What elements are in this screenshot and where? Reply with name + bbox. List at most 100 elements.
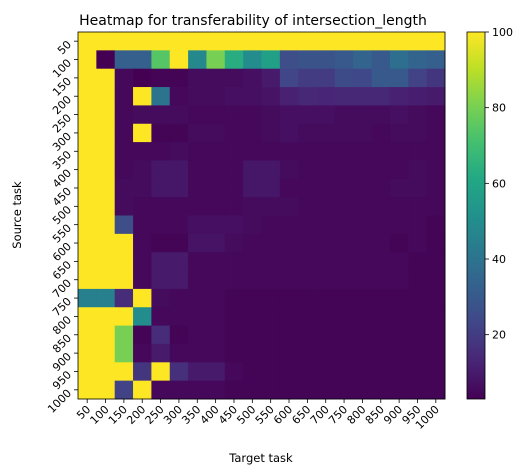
- heatmap-cell: [96, 123, 116, 143]
- heatmap-cell: [169, 270, 189, 290]
- heatmap-cell: [78, 87, 97, 106]
- heatmap-cell: [408, 160, 428, 180]
- heatmap-cell: [261, 270, 281, 290]
- heatmap-cell: [151, 160, 171, 180]
- heatmap-cell: [224, 362, 244, 382]
- heatmap-cell: [426, 32, 446, 51]
- heatmap-cell: [371, 307, 391, 326]
- heatmap-cell: [206, 380, 226, 400]
- heatmap-cell: [279, 380, 299, 400]
- heatmap-cell: [334, 123, 354, 143]
- heatmap-cell: [334, 362, 354, 382]
- heatmap-cell: [389, 197, 409, 216]
- heatmap-cell: [206, 142, 226, 161]
- heatmap-cell: [169, 123, 189, 143]
- heatmap-cell: [371, 87, 391, 106]
- heatmap-cell: [243, 288, 262, 308]
- heatmap-cell: [408, 68, 428, 88]
- heatmap-cell: [261, 343, 281, 363]
- heatmap-cell: [188, 87, 207, 106]
- heatmap-cell: [334, 50, 354, 70]
- heatmap-cell: [151, 197, 171, 216]
- heatmap-cell: [133, 252, 152, 271]
- heatmap-cell: [206, 178, 226, 198]
- heatmap-cell: [188, 307, 207, 326]
- heatmap-cell: [78, 288, 97, 308]
- heatmap-cell: [371, 215, 391, 235]
- heatmap-cell: [206, 288, 226, 308]
- heatmap-cell: [298, 87, 317, 106]
- heatmap-cell: [298, 325, 317, 345]
- heatmap-cell: [316, 160, 336, 180]
- heatmap-cell: [408, 105, 428, 125]
- heatmap-cell: [96, 362, 116, 382]
- heatmap-cell: [353, 215, 372, 235]
- heatmap-cell: [133, 343, 152, 363]
- heatmap-cell: [224, 233, 244, 253]
- heatmap-cell: [279, 197, 299, 216]
- heatmap-cell: [316, 215, 336, 235]
- heatmap-cell: [114, 178, 134, 198]
- heatmap-cell: [114, 252, 134, 271]
- x-axis-label: Target task: [228, 451, 293, 465]
- heatmap-cell: [316, 32, 336, 51]
- heatmap-cell: [224, 252, 244, 271]
- heatmap-cell: [316, 288, 336, 308]
- heatmap-cell: [426, 160, 446, 180]
- heatmap-cell: [298, 233, 317, 253]
- heatmap-cell: [224, 87, 244, 106]
- heatmap-cell: [426, 50, 446, 70]
- heatmap-cell: [206, 343, 226, 363]
- heatmap-cell: [353, 87, 372, 106]
- heatmap-cell: [224, 50, 244, 70]
- heatmap-cell: [334, 307, 354, 326]
- heatmap-cell: [96, 233, 116, 253]
- heatmap-cell: [371, 123, 391, 143]
- heatmap-cell: [169, 380, 189, 400]
- heatmap-cell: [279, 343, 299, 363]
- heatmap-cell: [298, 105, 317, 125]
- heatmap-cell: [316, 270, 336, 290]
- heatmap-cell: [279, 233, 299, 253]
- chart-title: Heatmap for transferability of intersect…: [79, 13, 427, 29]
- heatmap-cell: [353, 325, 372, 345]
- heatmap-cell: [316, 87, 336, 106]
- heatmap-cell: [206, 362, 226, 382]
- heatmap-cell: [243, 87, 262, 106]
- heatmap-cell: [133, 68, 152, 88]
- heatmap-cell: [371, 197, 391, 216]
- heatmap-cell: [96, 87, 116, 106]
- heatmap-cell: [426, 178, 446, 198]
- heatmap-cell: [426, 197, 446, 216]
- heatmap-cell: [78, 105, 97, 125]
- heatmap-cell: [96, 197, 116, 216]
- heatmap-cell: [408, 270, 428, 290]
- heatmap-cell: [353, 380, 372, 400]
- heatmap-cell: [408, 362, 428, 382]
- heatmap-cell: [408, 32, 428, 51]
- heatmap-cell: [188, 252, 207, 271]
- heatmap-cell: [316, 50, 336, 70]
- heatmap-cell: [298, 362, 317, 382]
- heatmap-cell: [151, 178, 171, 198]
- heatmap-cell: [334, 252, 354, 271]
- y-tick-label: 50: [55, 38, 74, 57]
- heatmap-cell: [78, 307, 97, 326]
- heatmap-cell: [78, 50, 97, 70]
- heatmap-cell: [243, 252, 262, 271]
- heatmap-cell: [389, 87, 409, 106]
- heatmap-cell: [206, 105, 226, 125]
- heatmap-cell: [206, 32, 226, 51]
- heatmap-cell: [114, 343, 134, 363]
- heatmap-cell: [133, 50, 152, 70]
- heatmap-cell: [188, 325, 207, 345]
- heatmap-cell: [408, 380, 428, 400]
- heatmap-cell: [261, 197, 281, 216]
- heatmap-cell: [133, 270, 152, 290]
- heatmap-cell: [206, 307, 226, 326]
- heatmap-cell: [96, 50, 116, 70]
- heatmap-cell: [279, 142, 299, 161]
- heatmap-cell: [243, 142, 262, 161]
- heatmap-cell: [188, 233, 207, 253]
- heatmap-cell: [353, 343, 372, 363]
